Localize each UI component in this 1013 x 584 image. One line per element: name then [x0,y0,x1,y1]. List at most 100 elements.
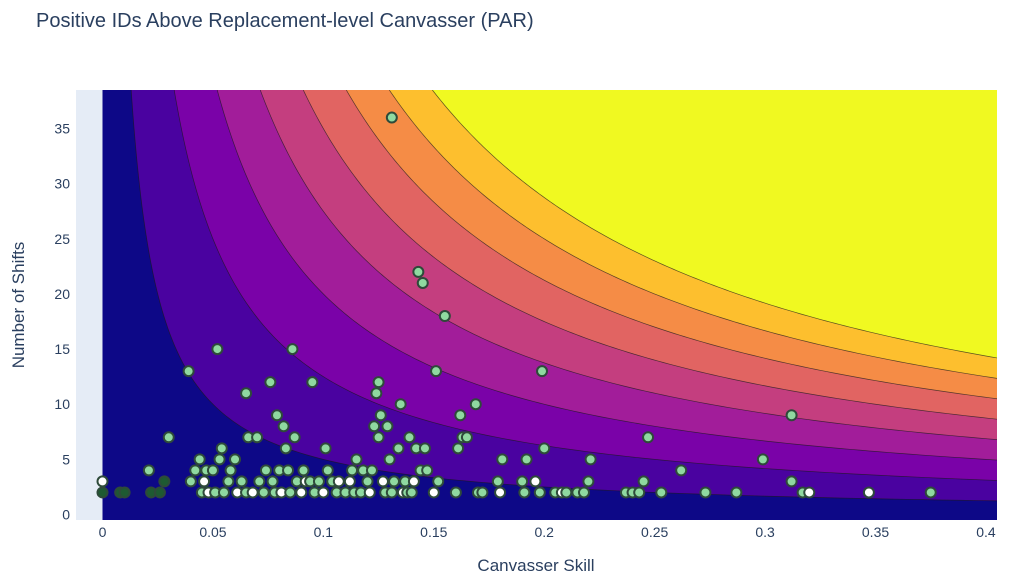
data-point [217,486,230,499]
data-point [642,431,655,444]
data-point [633,486,646,499]
data-point [476,486,489,499]
y-tick-label: 5 [62,451,70,467]
data-point [383,453,396,466]
y-axis-title: Number of Shifts [9,242,28,369]
data-point [365,464,378,477]
x-tick-label: 0.05 [199,524,226,540]
data-point [577,486,590,499]
data-point [184,475,197,488]
x-tick-label: 0.4 [976,524,996,540]
data-point [246,486,259,499]
chart-title: Positive IDs Above Replacement-level Can… [36,10,534,32]
data-point [785,475,798,488]
data-point [346,464,359,477]
data-point [449,486,462,499]
data-point [368,420,381,433]
data-point [266,475,279,488]
data-point [785,409,798,422]
x-tick-label: 0.1 [314,524,334,540]
data-point [361,475,374,488]
x-tick-label: 0.35 [862,524,889,540]
data-point [538,442,551,455]
data-point [421,464,434,477]
data-point [297,464,310,477]
data-point [516,475,529,488]
data-point [803,486,816,499]
data-point [182,365,195,378]
data-point [317,486,330,499]
data-point [454,409,467,422]
data-point [469,398,482,411]
scatter-points [96,111,937,499]
x-tick-label: 0.3 [755,524,775,540]
data-point [637,475,650,488]
data-point [370,387,383,400]
contour-line-3 [216,90,997,461]
data-point [286,343,299,356]
data-point [284,486,297,499]
data-point [363,486,376,499]
data-point [229,453,242,466]
data-point [403,431,416,444]
data-point [372,431,385,444]
data-point [251,431,264,444]
x-tick-label: 0.25 [641,524,668,540]
data-point [427,486,440,499]
data-point [460,431,473,444]
data-point [279,442,292,455]
data-point [418,442,431,455]
data-point [385,111,398,124]
x-tick-label: 0.2 [534,524,554,540]
data-point [560,486,573,499]
data-point [529,475,542,488]
y-tick-label: 35 [54,121,70,137]
data-point [332,475,345,488]
data-point [264,376,277,389]
data-point [372,376,385,389]
data-point [655,486,668,499]
data-point [198,475,211,488]
contour-line-4 [259,90,997,440]
data-point [253,475,266,488]
data-point [270,409,283,422]
y-axis-ticks: 0 5 10 15 20 25 30 35 [54,121,70,523]
data-point [756,453,769,466]
contour-line-2 [173,90,997,481]
y-tick-label: 30 [54,176,70,192]
contour-band-8 [432,90,997,358]
data-point [257,486,270,499]
data-point [96,475,109,488]
data-point [213,453,226,466]
contour-line-8 [432,90,997,359]
data-point [193,453,206,466]
data-point [153,486,166,499]
data-point [295,486,308,499]
contour-line-5 [302,90,997,420]
data-point [392,442,405,455]
data-point [536,365,549,378]
data-point [321,464,334,477]
data-point [158,475,171,488]
data-point [520,453,533,466]
contour-line-6 [346,90,997,400]
x-tick-label: 0 [99,524,107,540]
data-point [394,398,407,411]
data-point [211,343,224,356]
x-axis-title: Canvasser Skill [477,556,594,575]
data-point [438,310,451,323]
y-tick-label: 20 [54,286,70,302]
data-point [118,486,131,499]
data-point [924,486,937,499]
contour-lines [130,90,997,502]
data-point [162,431,175,444]
data-point [432,475,445,488]
data-point [862,486,875,499]
y-tick-label: 0 [62,506,70,522]
x-tick-label: 0.15 [420,524,447,540]
data-point [381,420,394,433]
y-tick-label: 10 [54,396,70,412]
data-point [533,486,546,499]
data-point [189,464,202,477]
data-point [259,464,272,477]
